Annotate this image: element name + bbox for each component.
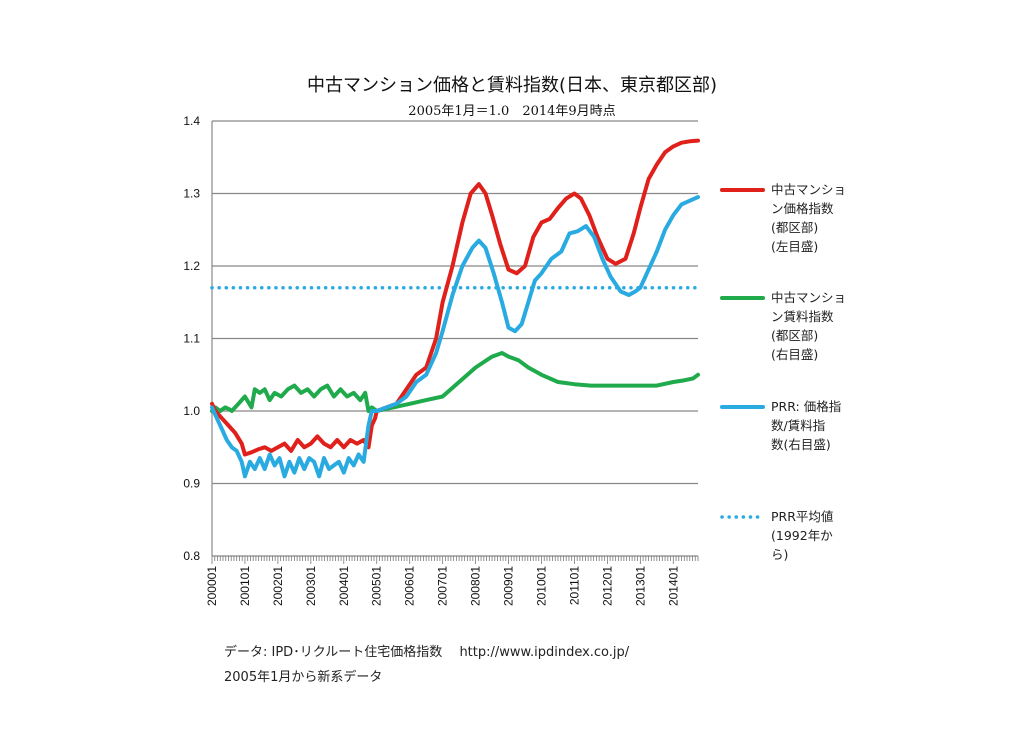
x-tick-label: 200501 bbox=[370, 566, 384, 606]
legend-label-1: (都区部) bbox=[771, 328, 818, 343]
x-tick-label: 201201 bbox=[600, 566, 614, 606]
legend-label-1: ン賃料指数 bbox=[771, 309, 834, 324]
legend-label-2: 数(右目盛) bbox=[771, 437, 831, 452]
legend-label-3: ら) bbox=[771, 547, 788, 562]
y-tick-label: 1.1 bbox=[183, 332, 200, 346]
x-tick-label: 200001 bbox=[205, 566, 219, 606]
y-tick-label: 0.9 bbox=[183, 477, 200, 491]
x-axis: 200001 200101 200201 200301 200401 200501 2006… bbox=[205, 556, 699, 606]
legend-label-1: 中古マンショ bbox=[771, 290, 846, 305]
legend-label-0: 中古マンショ bbox=[771, 182, 846, 197]
x-tick-label: 200101 bbox=[238, 566, 252, 606]
x-tick-label: 200901 bbox=[502, 566, 516, 606]
series-line-1 bbox=[210, 351, 700, 413]
y-tick-label: 1.0 bbox=[183, 404, 200, 418]
series-line-0 bbox=[210, 138, 700, 457]
legend-label-0: ン価格指数 bbox=[771, 201, 834, 216]
x-tick-label: 201101 bbox=[567, 566, 581, 605]
series-line-2 bbox=[210, 195, 700, 479]
x-tick-label: 201401 bbox=[666, 566, 680, 606]
y-tick-label: 0.8 bbox=[183, 549, 200, 563]
series-lines bbox=[210, 138, 700, 479]
y-tick-label: 1.3 bbox=[183, 187, 200, 201]
chart-subtitle: 2005年1月＝1.0 2014年9月時点 bbox=[408, 104, 615, 119]
chart-title: 中古マンション価格と賃料指数(日本、東京都区部) bbox=[307, 75, 717, 96]
x-tick-label: 201301 bbox=[633, 566, 647, 606]
x-tick-label: 200701 bbox=[436, 566, 450, 606]
legend-label-1: (右目盛) bbox=[771, 347, 818, 362]
legend-label-2: PRR: 価格指 bbox=[771, 399, 841, 414]
x-tick-label: 200301 bbox=[304, 566, 318, 606]
x-tick-label: 200601 bbox=[403, 566, 417, 606]
legend-label-3: PRR平均値 bbox=[771, 509, 833, 524]
y-axis: 0.8 0.9 1.0 1.1 1.2 1.3 1.4 bbox=[183, 114, 200, 563]
legend-label-2: 数/賃料指 bbox=[771, 418, 825, 433]
y-tick-label: 1.2 bbox=[183, 259, 200, 273]
remark-note: 2005年1月から新系データ bbox=[224, 670, 383, 685]
legend-label-0: (都区部) bbox=[771, 220, 818, 235]
source-note: データ: IPD･リクルート住宅価格指数 http://www.ipdindex… bbox=[224, 645, 630, 660]
x-tick-label: 200201 bbox=[271, 566, 285, 606]
legend-label-3: (1992年か bbox=[771, 528, 833, 543]
x-tick-label: 200401 bbox=[337, 566, 351, 606]
legend-label-0: (左目盛) bbox=[771, 239, 818, 254]
x-tick-label: 200801 bbox=[469, 566, 483, 606]
grid-lines bbox=[211, 120, 698, 557]
y-tick-label: 1.4 bbox=[183, 114, 200, 128]
x-tick-label: 201001 bbox=[534, 566, 548, 606]
